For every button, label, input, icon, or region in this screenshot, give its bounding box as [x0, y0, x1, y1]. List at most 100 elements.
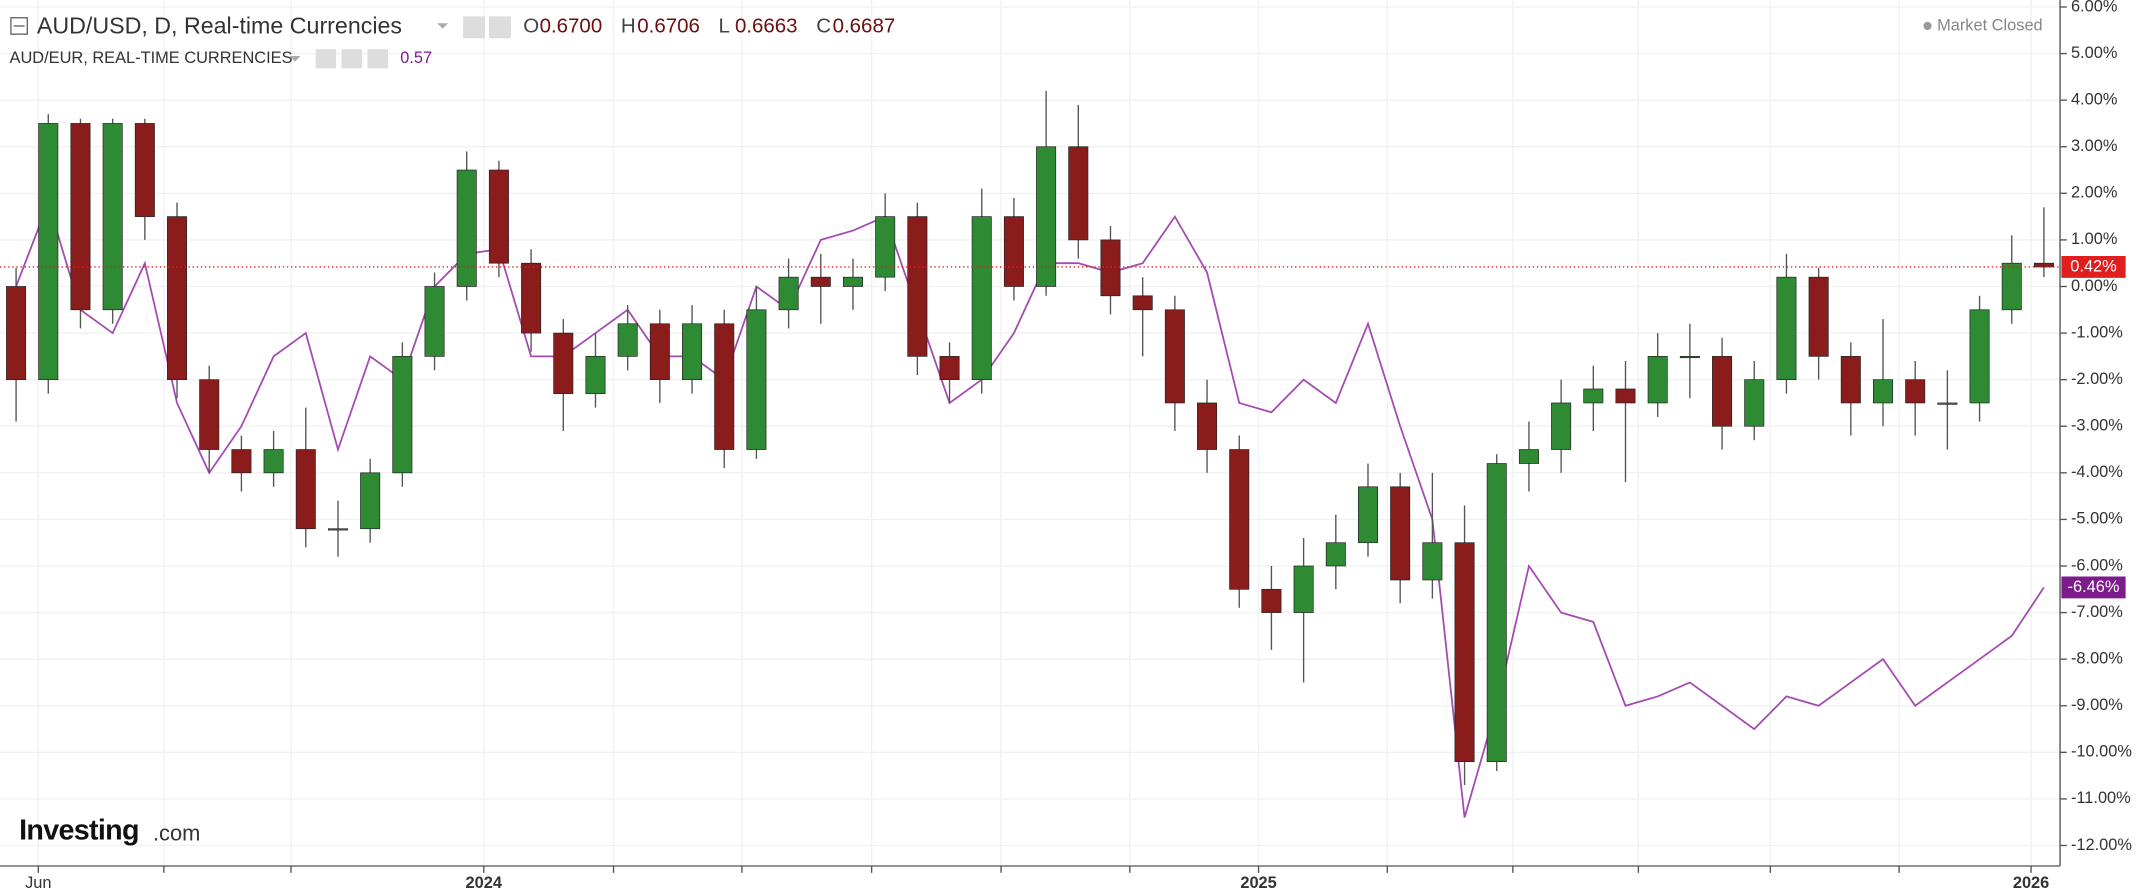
visibility-button[interactable] [315, 49, 337, 69]
settings-button[interactable] [489, 16, 511, 39]
candle-body [1840, 356, 1861, 404]
status-dot [1923, 21, 1932, 31]
price-box [2061, 576, 2126, 599]
candle-body [1164, 309, 1185, 404]
candle-body [1486, 463, 1507, 762]
y-tick-label: -10.00% [2071, 743, 2132, 761]
candle-body [553, 332, 574, 394]
y-tick-label: -1.00% [2071, 323, 2123, 341]
y-tick-label: -11.00% [2071, 789, 2131, 807]
y-tick-label: -8.00% [2071, 649, 2123, 667]
x-tick-label: 2026 [2013, 874, 2049, 892]
grid [0, 0, 2061, 866]
y-tick-label: 5.00% [2071, 44, 2117, 62]
candle-body [1905, 379, 1926, 404]
ohlc-value: 0.6700 [540, 15, 603, 38]
dropdown-arrow[interactable] [437, 23, 449, 29]
candle-body [842, 276, 863, 287]
price-box [2061, 255, 2126, 278]
ohlc-label: C [816, 15, 831, 38]
candle-body [2001, 262, 2022, 311]
settings-button[interactable] [341, 49, 363, 69]
candle-body [38, 123, 59, 381]
candle-body [167, 216, 188, 381]
candle-body [682, 323, 703, 381]
candle-body [1197, 402, 1218, 450]
candle-body [70, 123, 91, 311]
remove-button[interactable] [367, 49, 388, 69]
line [15, 199, 2045, 818]
candle-body [971, 216, 992, 381]
chart-title: AUD/USD, D, Real-time Currencies [37, 12, 402, 38]
candle-body [1615, 388, 1636, 404]
x-tick-label: 2025 [1240, 874, 1276, 892]
candle-body [778, 276, 799, 311]
dropdown-arrow[interactable] [289, 56, 301, 62]
price-label: 0.42% [2070, 257, 2116, 275]
price-label: -6.46% [2068, 578, 2120, 596]
y-tick-label: -2.00% [2071, 370, 2123, 388]
axes: -12.00% -11.00% -10.00% -9.00% -8.00% -7.00% -… [25, 0, 2132, 892]
candle-body [1712, 356, 1733, 427]
candle-body [1003, 216, 1024, 287]
series-2-title: AUD/EUR, REAL-TIME CURRENCIES [10, 49, 293, 67]
candle-body [1132, 295, 1153, 311]
candle-body [1390, 486, 1411, 581]
y-tick-label: 0.00% [2071, 277, 2117, 295]
candle-body [875, 216, 896, 278]
candle-body [424, 286, 445, 357]
candle-body [585, 356, 606, 394]
ohlc-readout: O 0.6700 H 0.6706 L 0.6663 C 0.6687 [523, 15, 895, 38]
candle-body [1551, 402, 1572, 450]
candle-body [263, 449, 284, 474]
candle-body [6, 286, 27, 381]
y-tick-label: 6.00% [2071, 0, 2117, 15]
candle-body [295, 449, 316, 530]
y-tick-label: -9.00% [2071, 696, 2123, 714]
candle-body [1808, 276, 1829, 357]
candle-body [746, 309, 767, 450]
candle-body [1068, 146, 1089, 241]
plot [0, 90, 2061, 818]
candle-body [714, 323, 735, 450]
ohlc-label: L [719, 15, 730, 38]
candle-body [1873, 379, 1893, 404]
candle-body [1229, 449, 1250, 590]
candle-body [456, 169, 477, 287]
ohlc-value: 0.6687 [833, 15, 896, 38]
y-tick-label: -4.00% [2071, 463, 2123, 481]
series-2-value: 0.57 [400, 49, 432, 67]
candle-body [907, 216, 928, 357]
ohlc-label: O [523, 15, 539, 38]
ohlc-value: 0.6663 [735, 15, 798, 38]
logo-suffix: .com [153, 820, 200, 845]
y-tick-label: -6.00% [2071, 556, 2123, 574]
y-tick-label: -5.00% [2071, 510, 2123, 528]
candle-body [231, 449, 252, 474]
candle-body [1100, 239, 1121, 297]
logo-brand: Investing [19, 814, 139, 846]
x-tick-label: Jun [25, 874, 51, 892]
visibility-button[interactable] [463, 16, 485, 39]
candle-body [327, 528, 348, 531]
candle-body [102, 123, 123, 311]
candle-body [1583, 388, 1604, 404]
candle-body [521, 262, 542, 334]
y-tick-label: 3.00% [2071, 137, 2117, 155]
candle-body [1937, 402, 1958, 405]
x-tick-label: 2024 [466, 874, 503, 892]
y-tick-label: 2.00% [2071, 184, 2117, 202]
candle-body [1776, 276, 1797, 381]
candle-body [1325, 542, 1346, 567]
candle-body [1679, 356, 1700, 359]
candle-body [1454, 542, 1475, 762]
candle-body [1647, 356, 1668, 404]
collapse-button[interactable] [10, 17, 29, 35]
candle-body [134, 123, 155, 217]
y-tick-label: -12.00% [2071, 836, 2132, 854]
candle-body [488, 169, 509, 264]
candle-body [1357, 486, 1378, 544]
market-status: Market Closed [1937, 16, 2043, 34]
